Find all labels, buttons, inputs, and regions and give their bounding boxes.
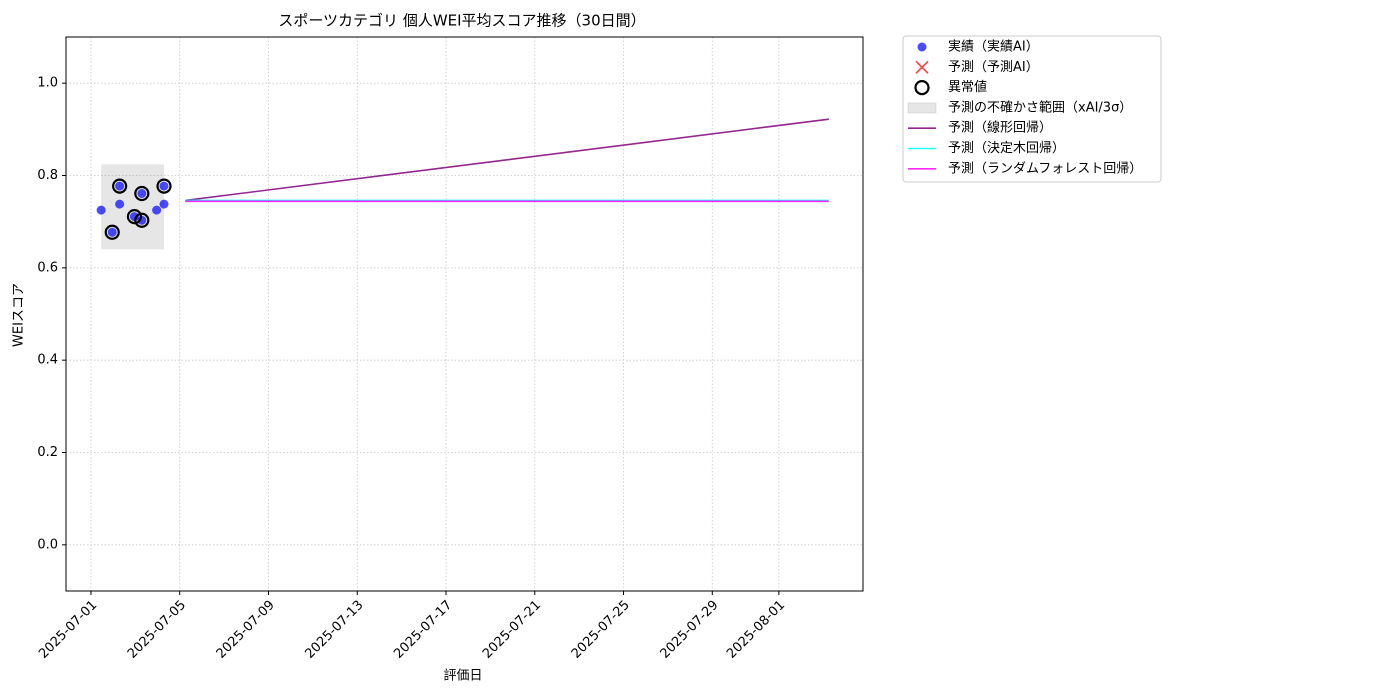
legend-symbol [917,42,927,52]
legend-symbol [915,60,929,74]
plot-frame [65,36,864,592]
legend-label: 予測（予測AI） [948,60,1039,75]
y-axis-label: WEIスコア [12,283,27,347]
y-tick-label: 0.6 [37,260,58,275]
legend-symbol [907,102,937,114]
y-tick-label: 0.4 [37,353,58,368]
chart-title: スポーツカテゴリ 個人WEI平均スコア推移（30日間） [278,12,645,30]
legend-frame [902,35,1162,183]
actual-point [159,181,169,191]
legend-symbol [914,79,930,96]
x-tick-label: 2025-07-09 [214,598,278,662]
x-tick-label: 2025-07-25 [569,598,633,662]
y-tick-label: 0.0 [37,537,58,552]
x-axis-label: 評価日 [443,669,482,684]
actual-point [152,205,162,215]
x-tick-label: 2025-07-17 [391,598,455,662]
legend-label: 予測（線形回帰） [948,120,1052,136]
anomaly-ring [104,224,120,240]
anomaly-ring [126,208,143,225]
y-tick-label: 1.0 [37,76,58,91]
actual-point [96,205,106,215]
x-tick-label: 2025-07-01 [36,598,100,662]
anomaly-ring [112,178,128,194]
actual-point [115,199,125,209]
legend-label: 異常値 [948,79,987,95]
anomaly-ring [134,185,150,202]
y-tick-label: 0.8 [37,168,58,183]
x-tick-label: 2025-07-05 [125,598,189,662]
x-tick-label: 2025-07-13 [303,598,367,662]
x-tick-label: 2025-08-01 [724,598,788,662]
x-tick-label: 2025-07-21 [480,598,544,662]
x-tick-label: 2025-07-29 [658,598,722,662]
legend-label: 予測（ランダムフォレスト回帰） [948,160,1142,176]
legend-label: 予測（決定木回帰） [948,140,1065,156]
y-tick-label: 0.2 [37,445,58,460]
actual-point [115,181,125,191]
actual-point [129,212,139,222]
legend-label: 予測の不確かさ範囲（xAI/3σ） [948,99,1132,115]
actual-point [107,227,117,237]
forecast-line [185,118,829,202]
legend-label: 実績（実績AI） [948,39,1039,55]
anomaly-ring [156,178,172,194]
actual-point [137,189,147,199]
anomaly-ring [134,212,150,228]
actual-point [137,215,147,225]
actual-point [159,199,169,209]
